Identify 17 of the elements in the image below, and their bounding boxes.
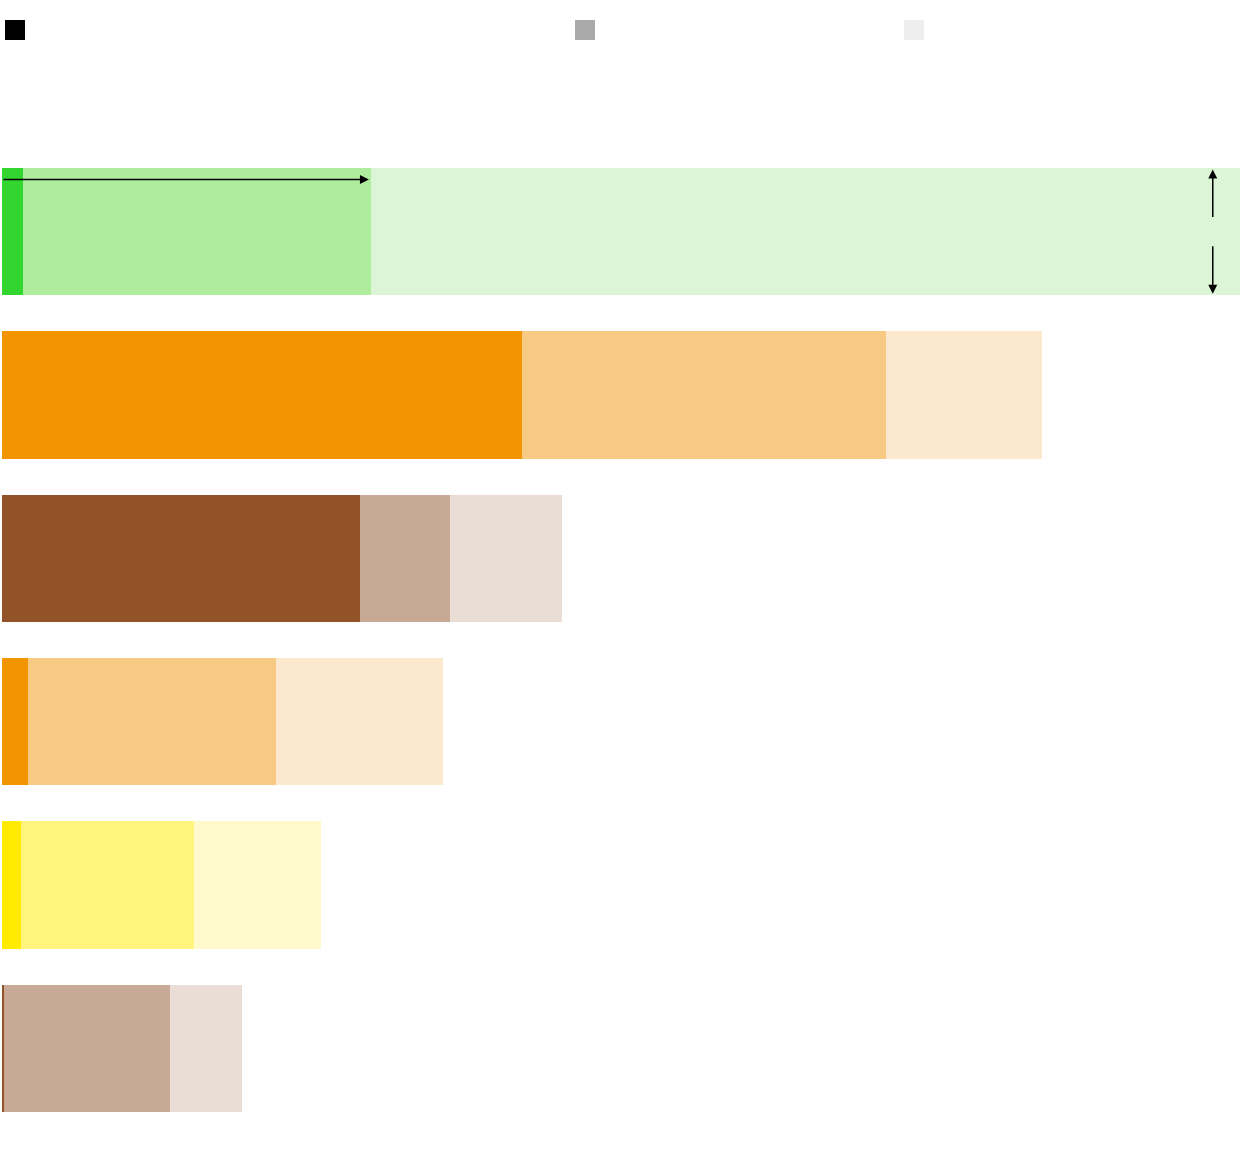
bar xyxy=(2,821,21,949)
bar xyxy=(170,984,243,1113)
bar xyxy=(2,657,28,786)
bar xyxy=(193,821,322,949)
bar xyxy=(2,331,522,459)
bar xyxy=(4,984,171,1113)
bar xyxy=(20,821,194,949)
bar xyxy=(23,167,371,296)
bar xyxy=(885,331,1042,459)
bar xyxy=(275,657,443,786)
bar xyxy=(370,167,1240,296)
bar xyxy=(450,494,562,623)
bar xyxy=(28,657,276,786)
bar xyxy=(359,494,451,623)
bar xyxy=(2,167,24,296)
bar xyxy=(521,331,886,459)
bar xyxy=(2,494,360,623)
